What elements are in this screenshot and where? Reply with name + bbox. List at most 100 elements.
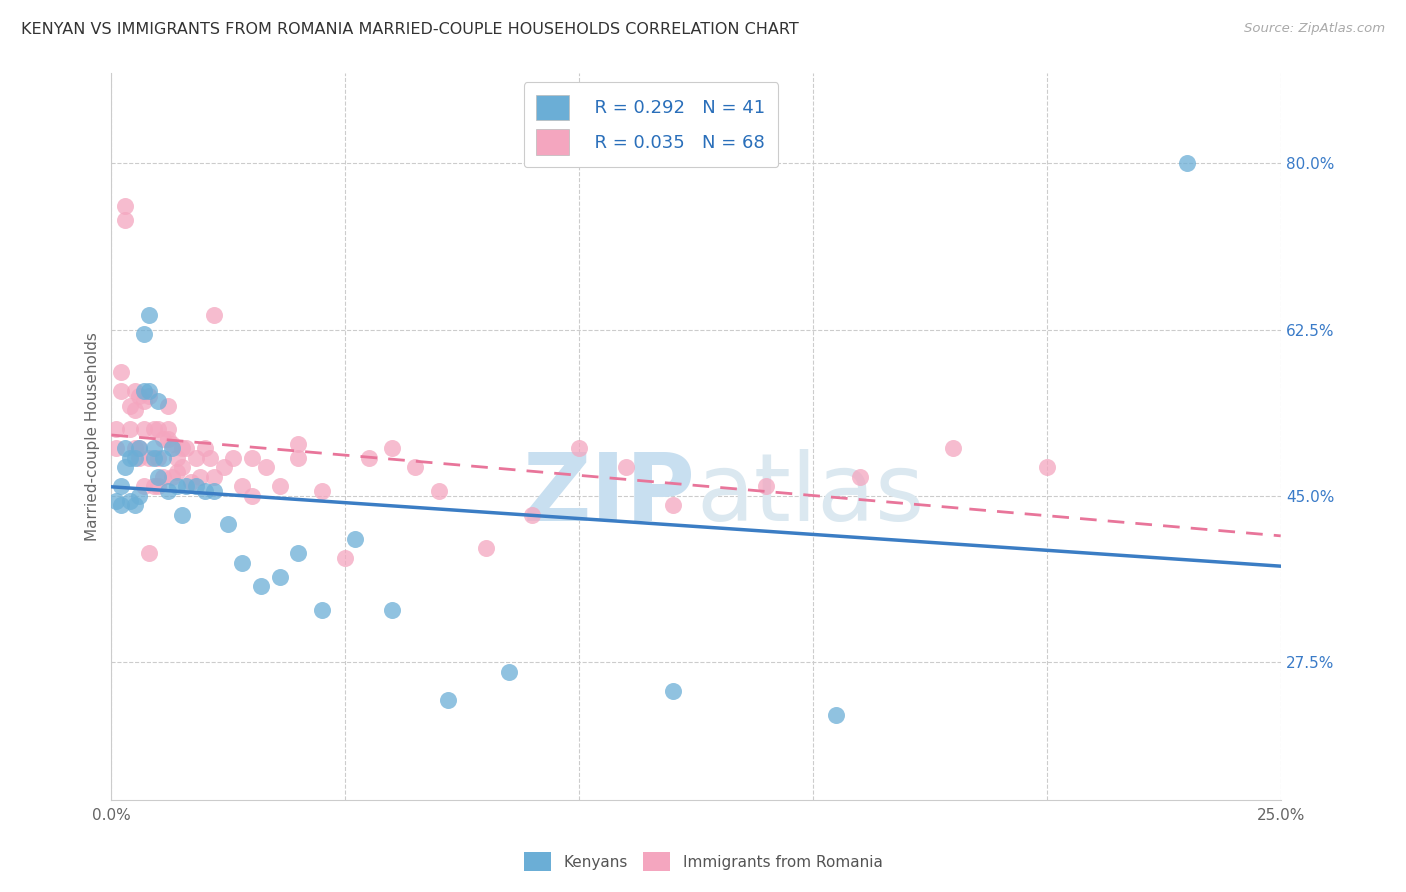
Point: [311, 603, 333, 617]
Point: [381, 442, 404, 456]
Point: [148, 470, 170, 484]
Point: [240, 450, 263, 465]
Point: [661, 499, 683, 513]
Point: [148, 479, 170, 493]
Point: [202, 470, 225, 484]
Point: [222, 450, 245, 465]
Point: [568, 442, 591, 456]
Point: [170, 508, 193, 522]
Text: atlas: atlas: [696, 449, 924, 541]
Point: [156, 432, 179, 446]
Point: [217, 517, 239, 532]
Point: [138, 384, 160, 399]
Point: [138, 389, 160, 403]
Point: [134, 384, 156, 399]
Point: [231, 479, 253, 493]
Point: [134, 479, 156, 493]
Y-axis label: Married-couple Households: Married-couple Households: [86, 332, 100, 541]
Point: [120, 399, 142, 413]
Legend: Kenyans, Immigrants from Romania: Kenyans, Immigrants from Romania: [517, 847, 889, 877]
Point: [474, 541, 496, 556]
Text: Source: ZipAtlas.com: Source: ZipAtlas.com: [1244, 22, 1385, 36]
Point: [287, 450, 309, 465]
Point: [105, 493, 128, 508]
Point: [142, 442, 165, 456]
Point: [128, 489, 150, 503]
Point: [142, 422, 165, 436]
Point: [142, 450, 165, 465]
Point: [124, 403, 146, 417]
Point: [105, 442, 128, 456]
Point: [661, 683, 683, 698]
Point: [114, 199, 136, 213]
Point: [269, 570, 291, 584]
Point: [180, 475, 202, 489]
Point: [160, 470, 183, 484]
Point: [335, 550, 357, 565]
Point: [498, 665, 520, 679]
Point: [114, 460, 136, 475]
Point: [120, 450, 142, 465]
Point: [110, 499, 132, 513]
Point: [755, 479, 778, 493]
Point: [152, 470, 174, 484]
Point: [942, 442, 965, 456]
Point: [166, 479, 188, 493]
Point: [152, 432, 174, 446]
Point: [174, 479, 197, 493]
Point: [110, 384, 132, 399]
Point: [184, 479, 207, 493]
Point: [166, 450, 188, 465]
Point: [128, 450, 150, 465]
Point: [120, 422, 142, 436]
Point: [404, 460, 426, 475]
Point: [240, 489, 263, 503]
Point: [114, 442, 136, 456]
Point: [287, 436, 309, 450]
Point: [134, 327, 156, 342]
Point: [128, 442, 150, 456]
Point: [194, 484, 217, 499]
Point: [254, 460, 277, 475]
Point: [170, 460, 193, 475]
Point: [1175, 156, 1198, 170]
Point: [825, 707, 848, 722]
Point: [848, 470, 870, 484]
Point: [202, 484, 225, 499]
Point: [160, 436, 183, 450]
Point: [202, 309, 225, 323]
Point: [231, 556, 253, 570]
Point: [128, 442, 150, 456]
Point: [614, 460, 637, 475]
Point: [198, 450, 221, 465]
Point: [1036, 460, 1059, 475]
Point: [124, 384, 146, 399]
Point: [381, 603, 404, 617]
Point: [105, 422, 128, 436]
Point: [156, 422, 179, 436]
Point: [124, 442, 146, 456]
Point: [152, 450, 174, 465]
Point: [287, 546, 309, 560]
Point: [124, 499, 146, 513]
Point: [174, 442, 197, 456]
Point: [124, 450, 146, 465]
Point: [110, 365, 132, 379]
Point: [170, 442, 193, 456]
Point: [343, 532, 366, 546]
Point: [138, 450, 160, 465]
Point: [437, 693, 460, 707]
Point: [142, 479, 165, 493]
Point: [194, 442, 217, 456]
Text: KENYAN VS IMMIGRANTS FROM ROMANIA MARRIED-COUPLE HOUSEHOLDS CORRELATION CHART: KENYAN VS IMMIGRANTS FROM ROMANIA MARRIE…: [21, 22, 799, 37]
Point: [148, 393, 170, 408]
Point: [138, 546, 160, 560]
Point: [166, 465, 188, 479]
Point: [427, 484, 450, 499]
Point: [160, 442, 183, 456]
Point: [311, 484, 333, 499]
Point: [156, 399, 179, 413]
Legend:   R = 0.292   N = 41,   R = 0.035   N = 68: R = 0.292 N = 41, R = 0.035 N = 68: [524, 82, 778, 168]
Point: [114, 213, 136, 227]
Point: [148, 450, 170, 465]
